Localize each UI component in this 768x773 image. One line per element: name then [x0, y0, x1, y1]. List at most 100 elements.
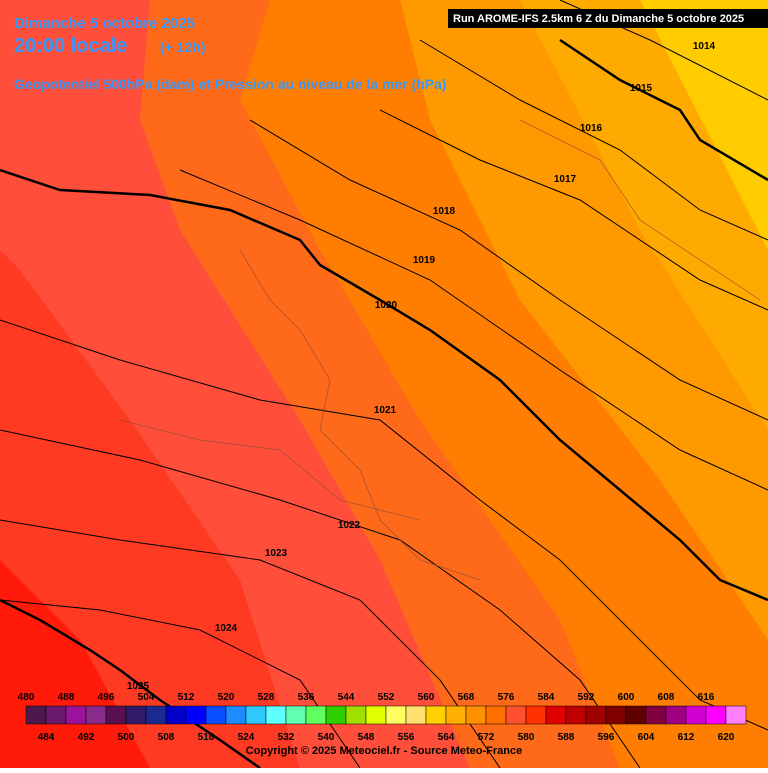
legend-label: 552: [378, 692, 395, 703]
legend-swatch: [185, 705, 207, 725]
legend-label: 500: [118, 732, 135, 743]
border: [239, 249, 481, 581]
legend-swatch: [725, 705, 747, 725]
legend-swatch: [45, 705, 67, 725]
legend-swatch: [585, 705, 607, 725]
legend-label: 540: [318, 732, 335, 743]
legend-label: 560: [418, 692, 435, 703]
isobar-label: 1019: [413, 255, 436, 266]
isobar-label: 1014: [693, 41, 716, 52]
isobar-label: 1015: [630, 83, 653, 94]
borders: [119, 119, 761, 581]
legend-swatch: [505, 705, 527, 725]
copyright: Copyright © 2025 Meteociel.fr - Source M…: [246, 745, 522, 757]
legend-label: 480: [18, 692, 35, 703]
legend-label: 600: [618, 692, 635, 703]
legend-label: 572: [478, 732, 495, 743]
legend-label: 496: [98, 692, 115, 703]
legend-swatch: [445, 705, 467, 725]
isobar-label: 1021: [374, 405, 397, 416]
legend-swatch: [685, 705, 707, 725]
legend-label: 604: [638, 732, 655, 743]
legend-swatch: [605, 705, 627, 725]
legend-swatch: [205, 705, 227, 725]
legend-swatch: [405, 705, 427, 725]
isobar: [379, 109, 768, 311]
isobar-label: 1017: [554, 174, 577, 185]
isobar-label: 1023: [265, 548, 288, 559]
legend-label: 612: [678, 732, 695, 743]
isobar-label: 1020: [375, 300, 398, 311]
legend-label: 508: [158, 732, 175, 743]
legend-label: 548: [358, 732, 375, 743]
isobar: [0, 519, 501, 769]
legend-label: 504: [138, 692, 155, 703]
legend-label: 564: [438, 732, 455, 743]
time: 20:00 locale: [14, 35, 127, 57]
legend-swatch: [625, 705, 647, 725]
legend-label: 516: [198, 732, 215, 743]
legend-swatch: [425, 705, 447, 725]
isobar: [179, 169, 768, 491]
legend-label: 528: [258, 692, 275, 703]
legend-label: 544: [338, 692, 355, 703]
border: [119, 419, 421, 521]
isobar: [559, 38, 768, 182]
legend-swatch: [165, 705, 187, 725]
isobar: [419, 39, 768, 241]
run-info: Run AROME-IFS 2.5km 6 Z du Dimanche 5 oc…: [453, 13, 744, 25]
legend-label: 520: [218, 692, 235, 703]
legend-label: 484: [38, 732, 55, 743]
legend-swatch: [365, 705, 387, 725]
border: [519, 119, 761, 301]
legend-swatch: [385, 705, 407, 725]
legend-label: 584: [538, 692, 555, 703]
legend-swatch: [65, 705, 87, 725]
legend-swatch: [305, 705, 327, 725]
legend-swatch: [565, 705, 587, 725]
legend-label: 576: [498, 692, 515, 703]
legend-label: 492: [78, 732, 95, 743]
legend-swatch: [85, 705, 107, 725]
legend-label: 568: [458, 692, 475, 703]
legend-swatch: [325, 705, 347, 725]
date: Dimanche 5 octobre 2025: [14, 15, 195, 32]
subtitle: Geopotentiel 500hPa (dam) et Pression au…: [14, 76, 447, 92]
legend-swatch: [265, 705, 287, 725]
isobar: [0, 319, 768, 731]
legend-label: 620: [718, 732, 735, 743]
isobar-label: 1025: [127, 681, 150, 692]
legend-swatch: [525, 705, 547, 725]
legend-label: 616: [698, 692, 715, 703]
legend-swatch: [285, 705, 307, 725]
legend-swatch: [665, 705, 687, 725]
legend-label: 536: [298, 692, 315, 703]
lead-time: (+ 12h): [160, 39, 206, 55]
legend-label: 532: [278, 732, 295, 743]
isobar: [0, 168, 768, 602]
legend-label: 488: [58, 692, 75, 703]
legend-label: 588: [558, 732, 575, 743]
legend-swatch: [225, 705, 247, 725]
isobar-label: 1018: [433, 206, 456, 217]
legend-label: 524: [238, 732, 255, 743]
legend-label: 596: [598, 732, 615, 743]
legend-swatch: [465, 705, 487, 725]
legend-swatch: [105, 705, 127, 725]
legend-label: 556: [398, 732, 415, 743]
legend-swatch: [25, 705, 47, 725]
legend-swatch: [705, 705, 727, 725]
legend-swatch: [545, 705, 567, 725]
legend-swatch: [245, 705, 267, 725]
isobar: [0, 598, 261, 770]
legend-swatch: [485, 705, 507, 725]
legend-swatch: [345, 705, 367, 725]
legend-label: 512: [178, 692, 195, 703]
run-box: [448, 9, 768, 28]
legend-label: 580: [518, 732, 535, 743]
isobar-label: 1022: [338, 520, 361, 531]
isobar-label: 1016: [580, 123, 603, 134]
legend-swatch: [145, 705, 167, 725]
isobar-label: 1024: [215, 623, 238, 634]
